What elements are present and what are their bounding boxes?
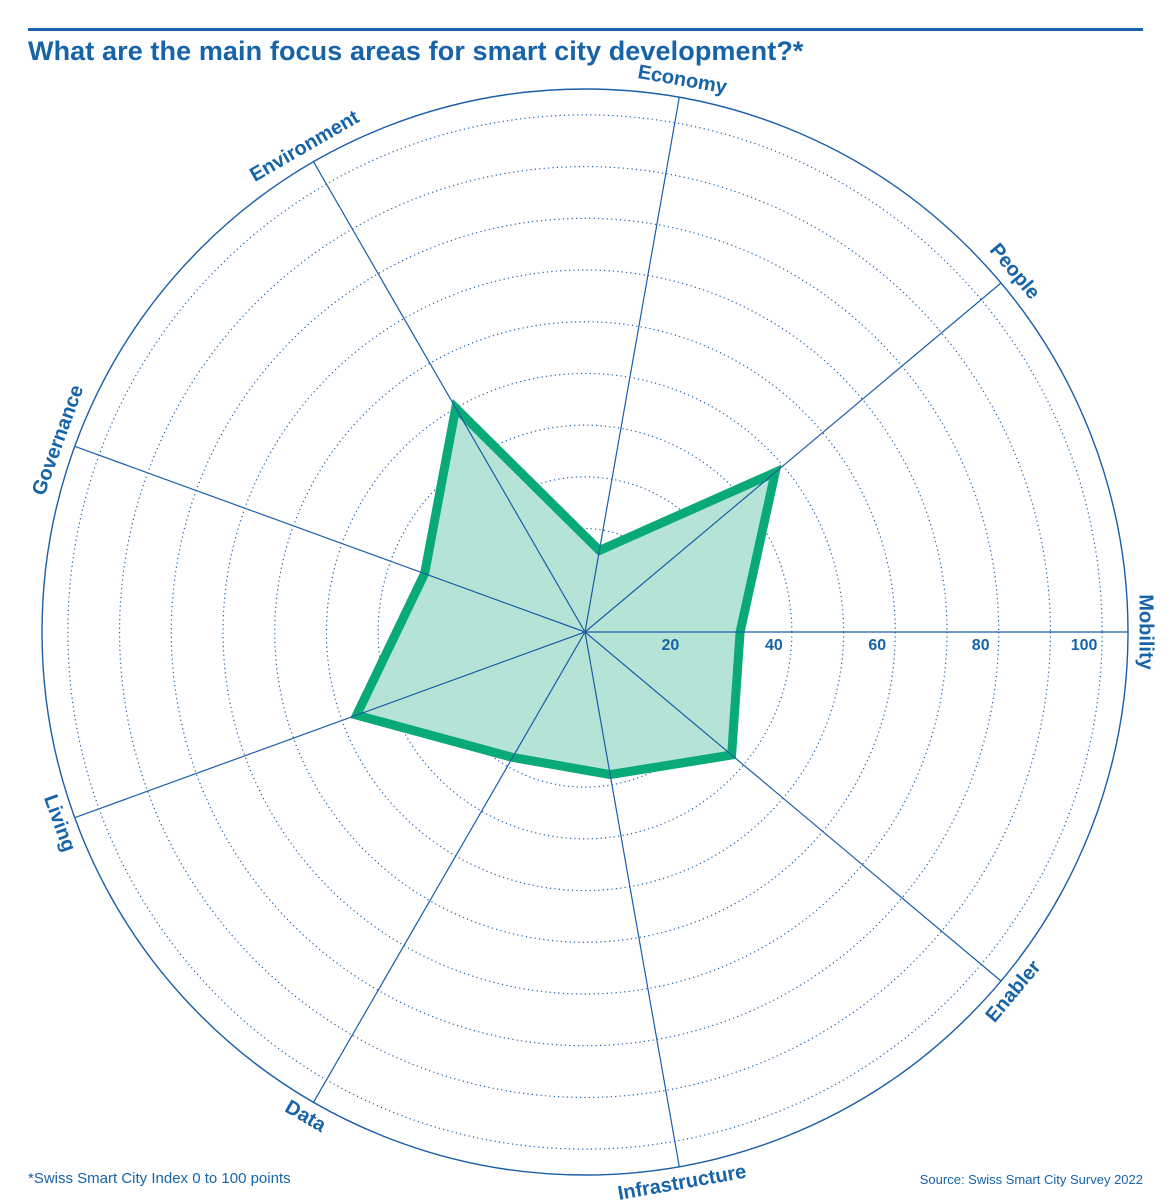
- source-note: Source: Swiss Smart City Survey 2022: [919, 1172, 1143, 1187]
- category-label-data: Data: [281, 1096, 330, 1137]
- chart-title: What are the main focus areas for smart …: [28, 36, 804, 66]
- tick-label-60: 60: [868, 637, 886, 654]
- tick-label-100: 100: [1071, 637, 1098, 654]
- category-label-people: People: [985, 239, 1044, 303]
- tick-label-40: 40: [765, 637, 783, 654]
- axis-line-economy: [584, 97, 680, 633]
- category-label-living: Living: [39, 792, 80, 855]
- axis-line-living: [74, 631, 586, 819]
- axis-line-environment: [312, 161, 586, 633]
- axis-line-governance: [74, 445, 586, 633]
- tick-label-80: 80: [972, 637, 990, 654]
- category-label-environment: Environment: [246, 106, 363, 186]
- footnote: *Swiss Smart City Index 0 to 100 points: [28, 1170, 291, 1187]
- category-label-mobility: Mobility: [1135, 594, 1157, 670]
- axis-line-enabler: [584, 631, 1002, 982]
- top-rule: [28, 28, 1143, 31]
- tick-label-20: 20: [662, 637, 680, 654]
- category-label-infrastructure: Infrastructure: [616, 1161, 748, 1204]
- axis-line-people: [584, 282, 1002, 633]
- category-label-governance: Governance: [28, 382, 88, 498]
- axis-line-infrastructure: [584, 631, 680, 1167]
- series-polygon-0: [350, 398, 782, 780]
- axis-line-data: [312, 631, 586, 1103]
